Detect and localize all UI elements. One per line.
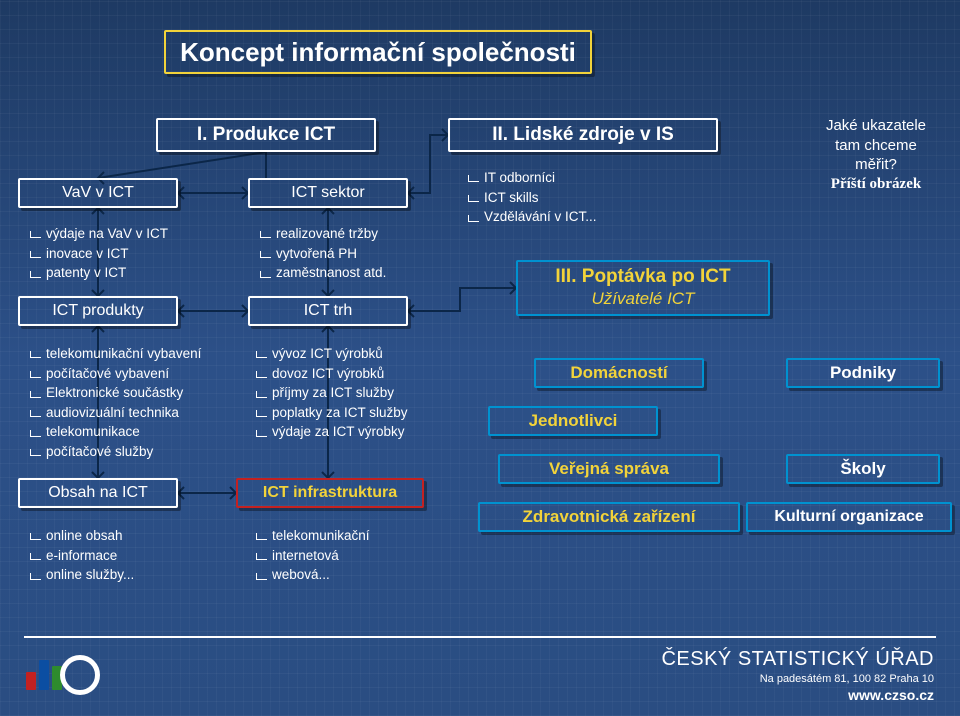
logo-circle [60,655,100,695]
list-produkty_sub: telekomunikační vybavenípočítačové vybav… [30,344,201,461]
box-vav: VaV v ICT [18,178,178,208]
list-lidske_sub-item: Vzdělávání v ICT... [468,207,597,227]
list-trh_sub-item: příjmy za ICT služby [256,383,408,403]
box-verejna-label: Veřejná správa [506,459,712,479]
list-sektor_sub-item: vytvořená PH [260,244,386,264]
box-skoly-label: Školy [794,459,932,479]
list-produkty_sub-item: audiovizuální technika [30,403,201,423]
box-podniky: Podniky [786,358,940,388]
list-produkty_sub-item: telekomunikační vybavení [30,344,201,364]
list-infra_sub-item: internetová [256,546,370,566]
box-lidske-label: II. Lidské zdroje v IS [456,124,710,146]
footer-addr: Na padesátém 81, 100 82 Praha 10 [661,673,934,685]
list-trh_sub-item: poplatky za ICT služby [256,403,408,423]
list-produkty_sub-item: telekomunikace [30,422,201,442]
list-vav_sub-item: výdaje na VaV v ICT [30,224,168,244]
list-obsah_sub-item: online služby... [30,565,134,585]
box-kultura: Kulturní organizace [746,502,952,532]
footer-divider [24,636,936,638]
title-text: Koncept informační společnosti [172,37,584,68]
box-zdrav-label: Zdravotnická zařízení [486,507,732,527]
list-produkty_sub-item: Elektronické součástky [30,383,201,403]
box-obsah: Obsah na ICT [18,478,178,508]
box-trh: ICT trh [248,296,408,326]
list-infra_sub-item: telekomunikační [256,526,370,546]
footer: ČESKÝ STATISTICKÝ ÚŘAD Na padesátém 81, … [0,636,960,716]
list-produkty_sub-item: počítačové služby [30,442,201,462]
title-box: Koncept informační společnosti [164,30,592,74]
list-sektor_sub: realizované tržbyvytvořená PHzaměstnanos… [260,224,386,283]
box-lidske: II. Lidské zdroje v IS [448,118,718,152]
box-poptavka: III. Poptávka po ICTUžívatelé ICT [516,260,770,316]
list-vav_sub: výdaje na VaV v ICTinovace v ICTpatenty … [30,224,168,283]
list-lidske_sub-item: ICT skills [468,188,597,208]
list-produkty_sub-item: počítačové vybavení [30,364,201,384]
list-vav_sub-item: patenty v ICT [30,263,168,283]
box-produkty-label: ICT produkty [26,302,170,320]
list-trh_sub: vývoz ICT výrobkůdovoz ICT výrobkůpříjmy… [256,344,408,442]
list-obsah_sub-item: e-informace [30,546,134,566]
box-produkce-label: I. Produkce ICT [164,124,368,146]
box-trh-label: ICT trh [256,302,400,320]
list-infra_sub: telekomunikačníinternetováwebová... [256,526,370,585]
box-skoly: Školy [786,454,940,484]
list-obsah_sub-item: online obsah [30,526,134,546]
box-podniky-label: Podniky [794,363,932,383]
footer-url: www.czso.cz [661,687,934,703]
list-obsah_sub: online obsahe-informaceonline služby... [30,526,134,585]
box-obsah-label: Obsah na ICT [26,484,170,502]
diagram-stage: Koncept informační společnosti Jaké ukaz… [0,0,960,716]
list-vav_sub-item: inovace v ICT [30,244,168,264]
box-jednotlivci: Jednotlivci [488,406,658,436]
list-sektor_sub-item: realizované tržby [260,224,386,244]
footer-org: ČESKÝ STATISTICKÝ ÚŘAD [661,648,934,671]
box-zdrav: Zdravotnická zařízení [478,502,740,532]
csu-logo [26,655,100,695]
list-trh_sub-item: výdaje za ICT výrobky [256,422,408,442]
side-note: Jaké ukazateletam chcememěřit? Příští ob… [806,116,946,194]
list-lidske_sub-item: IT odborníci [468,168,597,188]
box-domacnosti-label: Domácností [542,363,696,383]
box-produkty: ICT produkty [18,296,178,326]
box-sektor-label: ICT sektor [256,184,400,202]
box-verejna: Veřejná správa [498,454,720,484]
box-infra: ICT infrastruktura [236,478,424,508]
box-domacnosti: Domácností [534,358,704,388]
box-jednotlivci-label: Jednotlivci [496,411,650,431]
note-next: Příští obrázek [806,175,946,195]
box-produkce: I. Produkce ICT [156,118,376,152]
list-trh_sub-item: dovoz ICT výrobků [256,364,408,384]
list-trh_sub-item: vývoz ICT výrobků [256,344,408,364]
logo-bars [26,660,62,690]
list-infra_sub-item: webová... [256,565,370,585]
box-kultura-label: Kulturní organizace [754,508,944,526]
box-sektor: ICT sektor [248,178,408,208]
note-question: Jaké ukazateletam chcememěřit? [806,116,946,175]
box-infra-label: ICT infrastruktura [244,484,416,502]
footer-text: ČESKÝ STATISTICKÝ ÚŘAD Na padesátém 81, … [661,648,934,703]
box-vav-label: VaV v ICT [26,184,170,202]
list-sektor_sub-item: zaměstnanost atd. [260,263,386,283]
list-lidske_sub: IT odborníciICT skillsVzdělávání v ICT..… [468,168,597,227]
